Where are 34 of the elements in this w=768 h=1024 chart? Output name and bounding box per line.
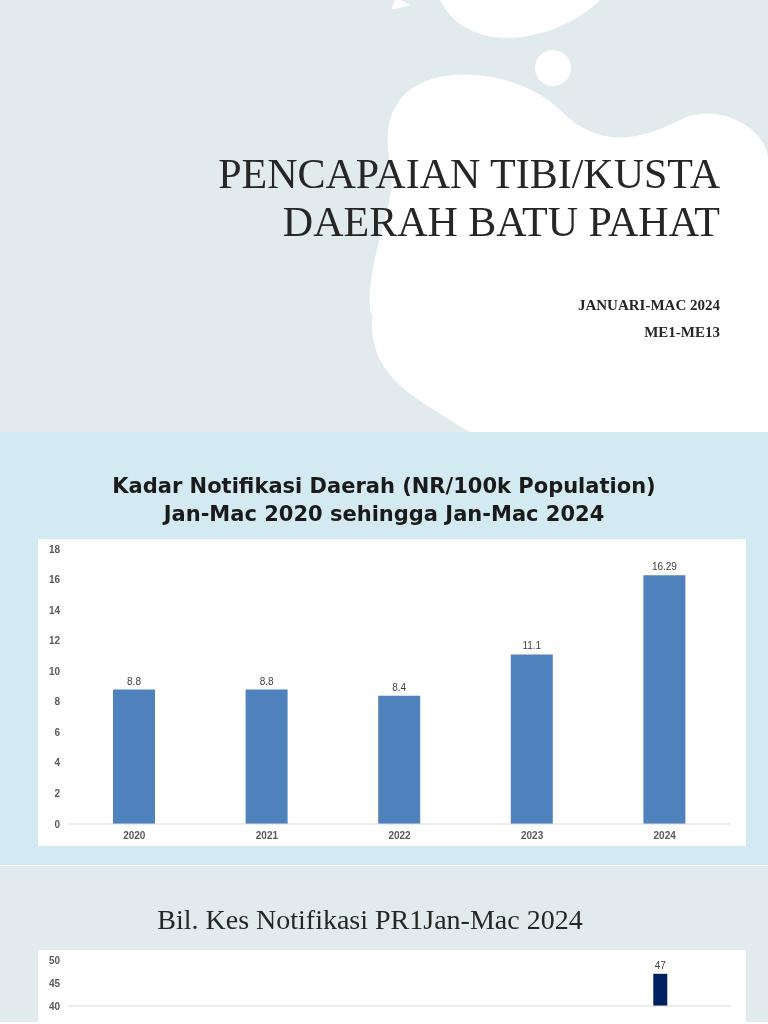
y-tick-label: 40 [48,1000,61,1012]
y-tick-label: 12 [48,635,61,647]
y-tick-label: 4 [54,757,61,769]
text: JANUARI-MAC 2024 [576,296,720,315]
chart-title: Kadar Notifikasi Daerah (NR/100k Population) Jan-Mac 2020 sehingga Jan-Mac 2024 [111,473,657,528]
bar [245,689,288,824]
y-tick-label: 16 [48,574,61,586]
data-label: 8.8 [127,675,142,687]
x-tick-label: 2022 [388,830,412,842]
bar [113,689,155,824]
y-tick-label: 50 [48,954,61,966]
x-tick-label: 2020 [123,830,146,842]
y-tick-label: 18 [48,543,61,555]
x-tick-label: 2021 [255,830,279,842]
bar [378,695,421,824]
bar [510,654,553,824]
x-tick-label: 2024 [653,830,677,842]
bar [643,575,686,824]
text: PENCAPAIAN TIBI/KUSTA DAERAH BATU PAHAT [218,150,720,246]
data-label: 11.1 [522,640,542,652]
text: ME1-ME13 [643,323,720,342]
x-tick-label: 2023 [520,830,544,842]
y-tick-label: 6 [54,726,61,738]
y-tick-label: 45 [48,977,61,989]
data-label: 8.8 [259,675,274,687]
data-label: 47 [654,959,667,971]
y-tick-label: 8 [54,696,61,708]
chart-title: Bil. Kes Notifikasi PR1Jan-Mac 2024 [156,904,584,936]
y-tick-label: 14 [48,604,61,616]
data-label: 8.4 [392,681,407,693]
y-tick-label: 0 [54,818,61,830]
data-label: 16.29 [651,561,678,573]
y-tick-label: 10 [48,665,61,677]
y-tick-label: 2 [54,787,61,799]
